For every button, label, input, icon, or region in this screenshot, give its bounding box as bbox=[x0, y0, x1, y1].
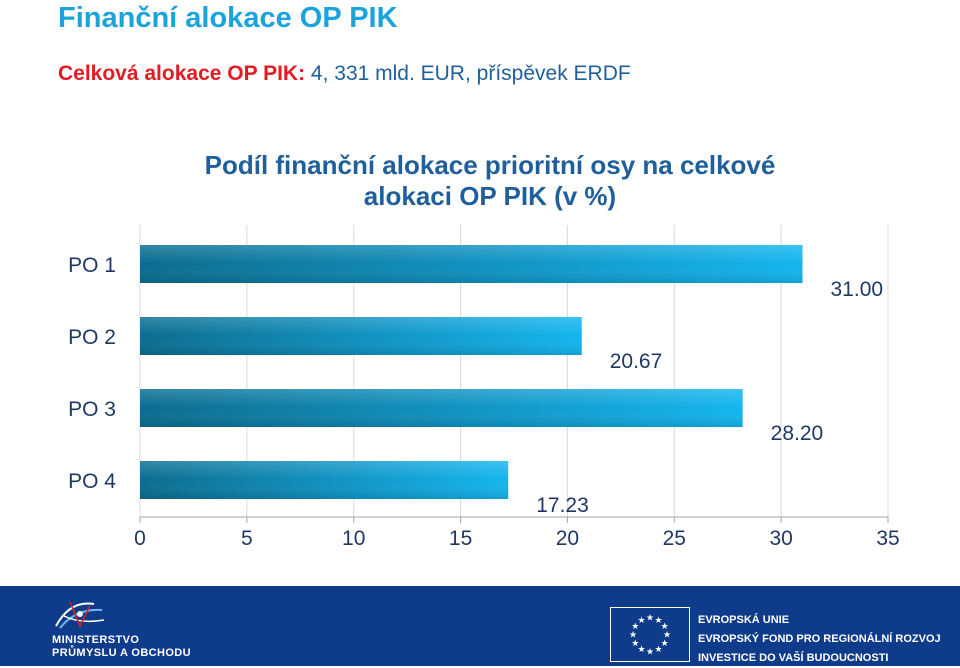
ministry-line2: PRŮMYSLU A OBCHODU bbox=[52, 647, 191, 659]
category-label: PO 4 bbox=[68, 470, 116, 493]
bar-shade bbox=[140, 461, 509, 499]
eu-star-icon: ★ bbox=[637, 616, 645, 626]
chart-title-line1: Podíl finanční alokace prioritní osy na … bbox=[204, 150, 776, 180]
x-tick-label: 15 bbox=[449, 527, 472, 550]
category-label: PO 3 bbox=[68, 398, 116, 421]
eu-star-icon: ★ bbox=[646, 614, 654, 624]
eu-star-icon: ★ bbox=[661, 622, 669, 632]
ministry-name: MINISTERSTVO PRŮMYSLU A OBCHODU bbox=[52, 634, 191, 660]
category-label: PO 1 bbox=[68, 254, 116, 277]
value-label: 20.67 bbox=[610, 350, 663, 373]
eu-flag-icon: ★ ★ ★ ★ ★ ★ ★ ★ ★ ★ ★ ★ bbox=[610, 607, 690, 662]
category-label: PO 2 bbox=[68, 326, 116, 349]
eu-star-icon: ★ bbox=[631, 622, 639, 632]
value-label: 28.20 bbox=[771, 422, 824, 445]
chart-title: Podíl finanční alokace prioritní osy na … bbox=[150, 150, 830, 212]
bar-shade bbox=[140, 317, 582, 355]
subtitle-lead: Celková alokace OP PIK: bbox=[58, 62, 306, 85]
x-tick-label: 5 bbox=[241, 527, 253, 550]
eu-line3: INVESTICE DO VAŠÍ BUDOUCNOSTI bbox=[698, 652, 889, 664]
eu-star-icon: ★ bbox=[637, 645, 645, 655]
eu-text: EVROPSKÁ UNIE EVROPSKÝ FOND PRO REGIONÁL… bbox=[698, 611, 941, 668]
x-tick-label: 25 bbox=[663, 527, 686, 550]
x-tick-label: 10 bbox=[342, 527, 365, 550]
slide-title: Finanční alokace OP PIK bbox=[58, 2, 398, 34]
eu-star-icon: ★ bbox=[654, 616, 662, 626]
eu-star-icon: ★ bbox=[654, 645, 662, 655]
value-label: 31.00 bbox=[831, 278, 884, 301]
footer-bar: MINISTERSTVO PRŮMYSLU A OBCHODU ★ ★ ★ ★ ★ ★ ★ ★… bbox=[0, 586, 960, 666]
bars bbox=[140, 245, 803, 499]
bar-chart: 0 5 10 15 20 25 30 35 PO 1 31.00 PO 2 20.67 PO 3 28.2… bbox=[68, 225, 900, 550]
eu-star-icon: ★ bbox=[629, 631, 637, 641]
slide-subtitle: Celková alokace OP PIK: 4, 331 mld. EUR,… bbox=[58, 62, 631, 86]
eu-star-icon: ★ bbox=[661, 639, 669, 649]
eu-line1: EVROPSKÁ UNIE bbox=[698, 614, 790, 626]
x-tick-label: 30 bbox=[769, 527, 792, 550]
eu-line2: EVROPSKÝ FOND PRO REGIONÁLNÍ ROZVOJ bbox=[698, 633, 941, 645]
chart-title-line2: alokaci OP PIK (v %) bbox=[363, 181, 617, 211]
x-tick-label: 0 bbox=[134, 527, 146, 550]
ministry-line1: MINISTERSTVO bbox=[52, 634, 140, 646]
bar-shade bbox=[140, 245, 803, 283]
value-label: 17.23 bbox=[536, 494, 589, 517]
subtitle-rest: 4, 331 mld. EUR, příspěvek ERDF bbox=[305, 62, 631, 85]
labels: 0 5 10 15 20 25 30 35 PO 1 31.00 PO 2 20.67 PO 3 28.2… bbox=[68, 254, 900, 550]
ministry-logo-icon bbox=[55, 601, 105, 629]
x-tick-label: 20 bbox=[556, 527, 579, 550]
bar-shade bbox=[140, 389, 743, 427]
eu-star-icon: ★ bbox=[646, 648, 654, 658]
eu-star-icon: ★ bbox=[663, 631, 671, 641]
eu-star-icon: ★ bbox=[631, 639, 639, 649]
x-tick-label: 35 bbox=[876, 527, 899, 550]
